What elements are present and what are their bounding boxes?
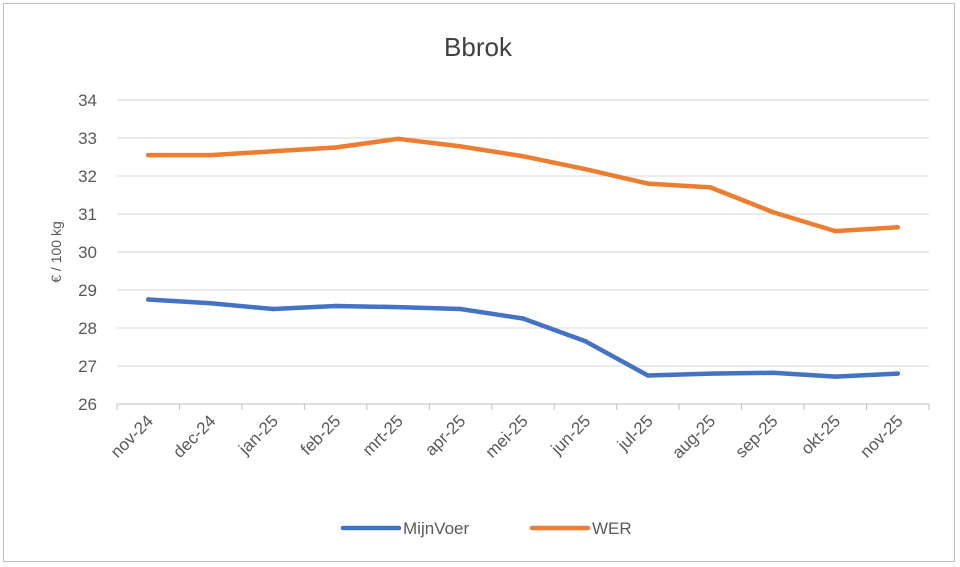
data-point-mijnvoer — [458, 306, 463, 312]
x-tick-label: jan-25 — [234, 411, 282, 459]
data-point-wer — [645, 181, 651, 186]
data-point-mijnvoer — [833, 374, 838, 379]
y-tick-label: 28 — [78, 319, 97, 338]
x-tick-label: aug-25 — [668, 411, 719, 462]
x-tick-label: dec-24 — [169, 411, 219, 461]
x-tick-label: mei-25 — [482, 411, 532, 461]
data-point-wer — [708, 185, 713, 190]
data-point-mijnvoer — [395, 304, 401, 310]
y-tick-label: 30 — [78, 243, 97, 262]
data-point-wer — [395, 136, 401, 141]
x-axis — [116, 403, 930, 410]
data-point-mijnvoer — [208, 301, 213, 306]
x-tick-labels: nov-24 dec-24 jan-25 feb-25 mrt-25 apr-25 mei-… — [107, 411, 907, 462]
data-point-mijnvoer — [708, 371, 713, 376]
x-tick-label: nov-24 — [107, 411, 157, 461]
data-point-wer — [895, 225, 900, 230]
x-tick-label: jun-25 — [547, 411, 595, 459]
x-tick-label: apr-25 — [421, 411, 469, 459]
data-point-mijnvoer — [520, 316, 526, 321]
x-tick-label: mrt-25 — [359, 411, 407, 459]
legend: MijnVoer WER — [340, 519, 632, 538]
data-point-wer — [270, 149, 276, 154]
data-point-wer — [333, 145, 338, 150]
y-tick-label: 26 — [78, 395, 97, 414]
y-tick-label: 32 — [78, 167, 97, 186]
data-point-wer — [833, 228, 838, 234]
legend-label-mijnvoer: MijnVoer — [403, 519, 469, 538]
series-line-wer — [145, 136, 901, 234]
x-tick-label: feb-25 — [297, 411, 345, 459]
y-tick-label: 27 — [78, 357, 97, 376]
x-tick-label: nov-25 — [856, 411, 906, 461]
data-point-wer — [770, 209, 776, 215]
data-point-mijnvoer — [770, 370, 776, 376]
data-point-wer — [208, 152, 213, 158]
gridlines — [117, 99, 929, 367]
x-tick-label: jul-25 — [613, 411, 657, 455]
y-tick-label: 29 — [78, 281, 97, 300]
data-point-wer — [583, 166, 588, 172]
x-tick-label: sep-25 — [731, 411, 781, 461]
data-point-mijnvoer — [645, 373, 651, 378]
y-tick-label: 34 — [78, 91, 97, 110]
data-point-mijnvoer — [333, 303, 338, 309]
y-tick-label: 33 — [78, 129, 97, 148]
chart-frame — [3, 3, 955, 562]
chart-title: Bbrok — [444, 32, 513, 62]
y-axis-label: € / 100 kg — [48, 221, 64, 283]
x-tick-label: okt-25 — [797, 411, 844, 458]
y-tick-label: 31 — [78, 205, 97, 224]
data-point-wer — [520, 154, 526, 159]
data-point-mijnvoer — [146, 297, 151, 302]
y-tick-labels: 26 27 28 29 30 31 32 33 34 — [78, 91, 97, 414]
data-point-wer — [458, 144, 463, 149]
data-point-mijnvoer — [270, 306, 276, 312]
series-line-mijnvoer — [145, 297, 901, 379]
legend-label-wer: WER — [592, 519, 632, 538]
data-point-mijnvoer — [895, 371, 900, 376]
data-point-mijnvoer — [583, 339, 588, 344]
series-lines — [145, 136, 901, 379]
data-point-wer — [146, 152, 151, 158]
